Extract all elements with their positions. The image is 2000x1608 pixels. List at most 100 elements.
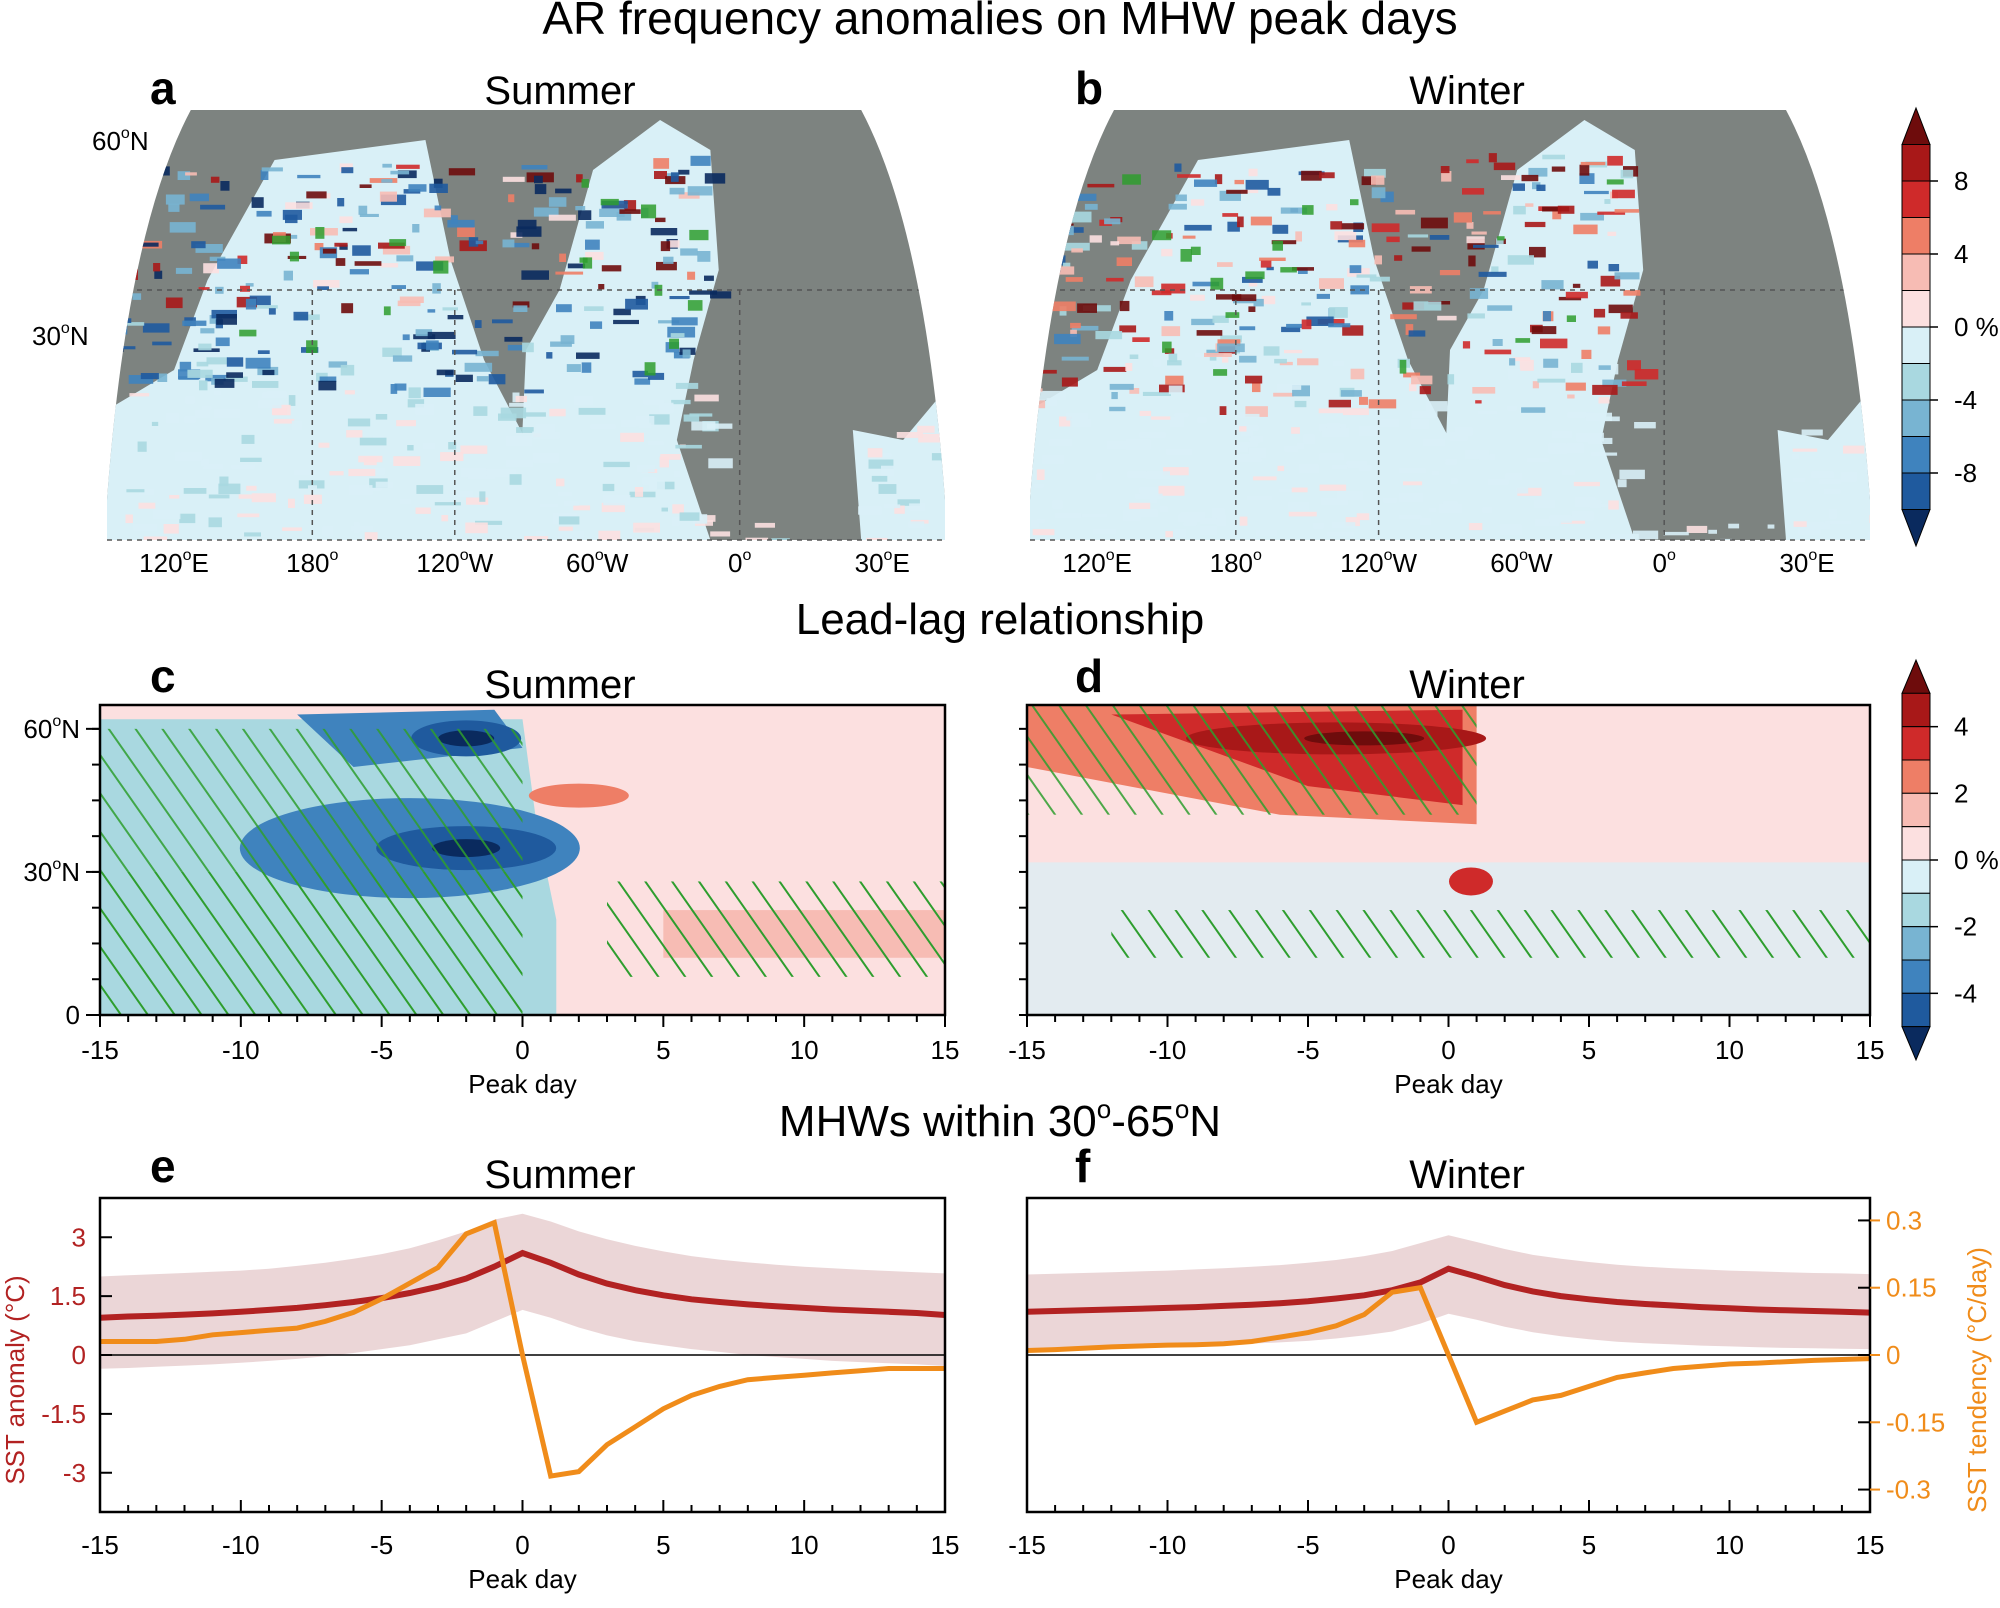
significance-hatch (641, 204, 657, 219)
anomaly-cell (692, 514, 708, 524)
anomaly-cell (540, 504, 558, 508)
anomaly-cell (706, 423, 733, 429)
significance-hatch (644, 362, 656, 376)
anomaly-cell (460, 445, 488, 454)
anomaly-cell (512, 301, 530, 308)
x-tick-label: 10 (790, 1530, 819, 1560)
anomaly-cell (1398, 468, 1426, 474)
anomaly-cell (683, 414, 700, 422)
anomaly-cell (344, 390, 355, 395)
anomaly-cell (1301, 319, 1312, 330)
anomaly-cell (201, 406, 212, 410)
anomaly-cell (1549, 515, 1572, 523)
anomaly-cell (1488, 153, 1497, 163)
anomaly-cell (908, 521, 925, 528)
anomaly-cell (687, 271, 696, 280)
positive-after-peak (1448, 867, 1493, 896)
anomaly-cell (1571, 511, 1594, 521)
anomaly-cell (1239, 426, 1247, 432)
anomaly-cell (475, 350, 499, 357)
lon-hemisphere: W (1528, 548, 1553, 578)
anomaly-cell (1598, 365, 1611, 370)
significance-hatch (1566, 315, 1576, 322)
maps-section-title: AR frequency anomalies on MHW peak days (542, 0, 1457, 44)
anomaly-cell (656, 261, 677, 271)
anomaly-cell (267, 391, 287, 398)
anomaly-cell (710, 531, 731, 537)
anomaly-cell (396, 420, 416, 427)
anomaly-cell (548, 197, 567, 207)
anomaly-cell (1558, 296, 1582, 301)
anomaly-cell (258, 400, 282, 409)
anomaly-cell (1222, 213, 1239, 217)
anomaly-cell (1165, 531, 1173, 538)
anomaly-cell (341, 303, 354, 314)
anomaly-cell (1111, 392, 1118, 400)
anomaly-cell (390, 170, 410, 175)
lon-hemisphere: E (1817, 548, 1834, 578)
anomaly-cell (1413, 301, 1442, 311)
anomaly-cell (1542, 154, 1565, 160)
anomaly-cell (1125, 363, 1133, 371)
anomaly-cell (576, 174, 583, 183)
map-a-lon-labels: 120oE 180o 120oW 60oW 0o 30oE (139, 547, 910, 578)
anomaly-cell (208, 494, 230, 499)
anomaly-cell (1233, 441, 1258, 447)
anomaly-cell (238, 494, 253, 499)
anomaly-cell (1454, 427, 1473, 436)
anomaly-cell (1106, 277, 1124, 282)
anomaly-cell (364, 532, 378, 540)
y-tick-label-left: -3 (63, 1458, 86, 1488)
anomaly-cell (1087, 183, 1115, 188)
anomaly-cell (1316, 293, 1330, 299)
anomaly-cell (660, 241, 671, 252)
anomaly-cell (1033, 388, 1043, 392)
lines-title-part-2: -65 (1111, 1097, 1175, 1146)
x-tick-label: 5 (656, 1530, 670, 1560)
anomaly-cell (1109, 383, 1134, 390)
anomaly-cell (878, 484, 897, 494)
anomaly-cell (573, 505, 591, 511)
anomaly-cell (1633, 530, 1659, 540)
anomaly-cell (283, 270, 293, 281)
y-tick-value: 0 (66, 1000, 80, 1030)
anomaly-cell (1359, 396, 1368, 405)
anomaly-cell (358, 205, 368, 215)
anomaly-cell (1295, 231, 1302, 242)
anomaly-cell (1183, 516, 1197, 526)
anomaly-cell (522, 342, 534, 353)
x-axis-label: Peak day (468, 1564, 576, 1594)
anomaly-cell (165, 194, 185, 205)
anomaly-cell (1576, 432, 1604, 442)
significance-hatch (1245, 271, 1265, 280)
anomaly-cell (200, 204, 226, 210)
anomaly-cell (110, 232, 136, 236)
panel-a-season: Summer (484, 69, 635, 113)
anomaly-cell (1070, 329, 1077, 337)
anomaly-cell (318, 442, 330, 448)
anomaly-cell (585, 239, 600, 250)
anomaly-cell (534, 184, 547, 195)
anomaly-cell (126, 489, 145, 493)
x-tick-label: 0 (515, 1035, 529, 1065)
anomaly-cell (1053, 169, 1060, 176)
anomaly-cell (1161, 283, 1186, 294)
lon-value: 30 (855, 548, 884, 578)
anomaly-cell (1359, 425, 1380, 436)
anomaly-cell (1608, 500, 1619, 510)
anomaly-cell (1151, 290, 1172, 296)
anomaly-cell (107, 325, 128, 335)
lon-hemisphere: E (191, 548, 208, 578)
anomaly-cell (231, 464, 255, 469)
anomaly-cell (249, 295, 271, 306)
colorbar-segment (1901, 253, 1931, 291)
anomaly-cell (1116, 257, 1132, 266)
anomaly-cell (1239, 355, 1257, 363)
anomaly-cell (613, 319, 639, 325)
anomaly-cell (455, 374, 473, 382)
anomaly-cell (516, 427, 534, 433)
anomaly-cell (282, 527, 302, 531)
anomaly-cell (1139, 410, 1152, 416)
x-tick-label: 15 (1856, 1035, 1885, 1065)
anomaly-cell (1065, 277, 1083, 282)
